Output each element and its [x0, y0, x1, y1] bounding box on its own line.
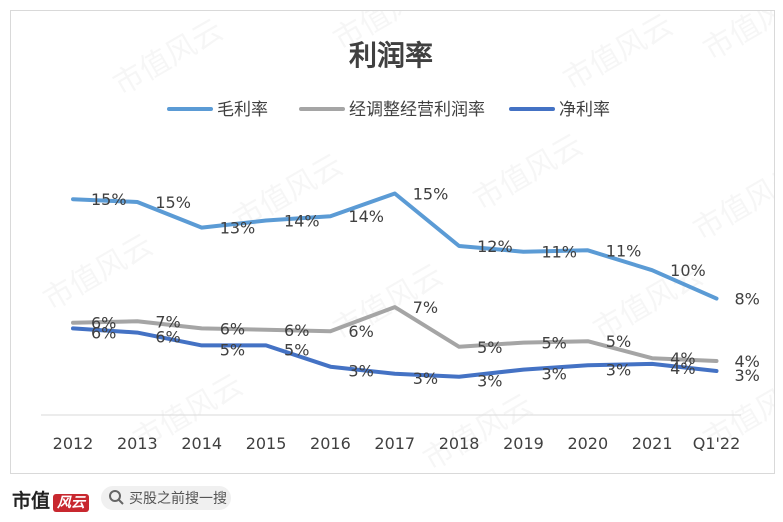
data-label: 5% [541, 334, 566, 353]
watermark-text: 市值风云 [38, 228, 159, 318]
data-label: 6% [155, 328, 180, 347]
x-tick-label: 2018 [439, 434, 480, 453]
footer-bar: 市值 风云 买股之前搜一搜 [0, 474, 783, 522]
legend-label: 毛利率 [217, 100, 268, 120]
legend-label: 净利率 [559, 100, 610, 120]
watermark-text: 市值风云 [418, 388, 539, 473]
x-tick-label: 2012 [53, 434, 94, 453]
chart-frame: 市值风云 市值风云 市值风云 市值风云 市值风云 市值风云 市值风云 市值风云 市值风云 市值风云… [10, 10, 775, 474]
data-label: 3% [413, 369, 438, 388]
data-label: 5% [284, 340, 309, 359]
data-label: 6% [220, 319, 245, 338]
data-label: 3% [477, 372, 502, 391]
x-tick-label: 2016 [310, 434, 351, 453]
x-tick-label: 2015 [246, 434, 287, 453]
series-layer [71, 191, 719, 379]
data-label: 15% [91, 190, 127, 209]
series-line [71, 191, 719, 301]
watermark-text: 市值风云 [698, 11, 775, 68]
watermark-text: 市值风云 [108, 13, 229, 103]
data-label: 6% [91, 314, 116, 333]
data-label: 3% [735, 366, 760, 385]
data-labels: 15% 15%13% 14% 14%15%12% 11% 11%10%8%6% 7% 6% 6%… [91, 184, 760, 390]
data-label: 5% [220, 340, 245, 359]
data-label: 11% [541, 243, 577, 262]
x-tick-label: 2014 [181, 434, 222, 453]
brand-logo[interactable]: 市值 风云 [12, 486, 90, 513]
data-label: 6% [284, 321, 309, 340]
data-label: 4% [670, 349, 695, 368]
x-tick-label: 2020 [567, 434, 608, 453]
x-tick-label: 2017 [374, 434, 415, 453]
search-icon [109, 490, 124, 505]
x-tick-label: 2021 [632, 434, 673, 453]
legend: 毛利率 经调整经营利润率 净利率 [167, 100, 610, 120]
data-label: 14% [348, 207, 384, 226]
data-label: 11% [606, 241, 642, 260]
x-tick-label: 2019 [503, 434, 544, 453]
data-label: 4% [670, 359, 695, 378]
data-label: 3% [606, 360, 631, 379]
data-label: 13% [220, 219, 256, 238]
data-label: 7% [413, 298, 438, 317]
brand-mark: 风云 [53, 494, 90, 512]
data-label: 6% [348, 322, 373, 341]
search-placeholder: 买股之前搜一搜 [129, 491, 227, 507]
data-label: 15% [155, 193, 191, 212]
data-label: 3% [348, 362, 373, 381]
data-label: 6% [91, 323, 116, 342]
x-axis-ticks: 2012 2013 2014 2015 2016 2017 2018 2019 2020 2021… [53, 434, 741, 453]
series-line [71, 326, 719, 379]
data-label: 3% [541, 365, 566, 384]
data-label: 5% [477, 338, 502, 357]
data-label: 5% [606, 332, 631, 351]
x-tick-label: 2013 [117, 434, 158, 453]
watermark-text: 市值风云 [558, 11, 679, 98]
series-line [71, 305, 719, 363]
data-label: 14% [284, 211, 320, 230]
watermark-text: 市值风云 [688, 158, 775, 248]
data-label: 12% [477, 237, 513, 256]
data-label: 4% [735, 352, 760, 371]
data-label: 15% [413, 184, 449, 203]
chart-title: 利润率 [349, 39, 433, 72]
watermark-text: 市值风云 [468, 128, 589, 218]
legend-label: 经调整经营利润率 [349, 100, 485, 120]
data-label: 8% [735, 290, 760, 309]
data-label: 7% [155, 312, 180, 331]
data-label: 10% [670, 261, 706, 280]
x-tick-label: Q1'22 [693, 434, 741, 453]
search-box[interactable]: 买股之前搜一搜 [101, 486, 231, 510]
brand-name: 市值 [12, 490, 51, 512]
